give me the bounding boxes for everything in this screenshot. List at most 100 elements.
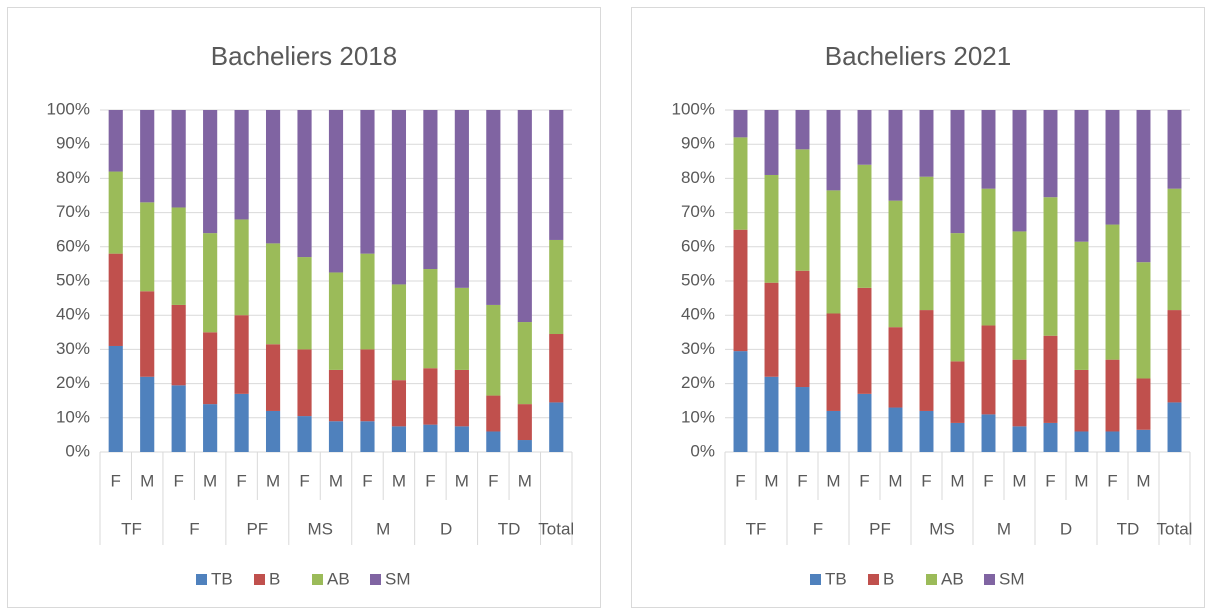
x-tick-label: M (1074, 471, 1088, 490)
bar-segment (171, 207, 186, 305)
bar-segment (888, 200, 903, 328)
legend-swatch (926, 574, 937, 585)
bar-segment (1043, 110, 1058, 198)
bar-segment (234, 110, 249, 220)
bar-segment (1012, 426, 1027, 452)
y-tick-label: 40% (681, 305, 715, 324)
legend-swatch (196, 574, 207, 585)
x-tick-label: M (518, 471, 532, 490)
bar-segment (391, 426, 407, 452)
bar-segment (140, 291, 155, 377)
bar-segment (517, 322, 532, 405)
group-label: M (376, 519, 390, 538)
bar-segment (1105, 359, 1120, 432)
bar-segment (140, 202, 155, 292)
bar-segment (391, 110, 407, 285)
bar-segment (360, 110, 375, 254)
group-label: TF (121, 519, 142, 538)
bar-segment (919, 310, 934, 411)
bar-segment (265, 243, 281, 345)
bar-segment (795, 270, 810, 388)
bar-segment (981, 188, 996, 326)
group-label: F (189, 519, 199, 538)
bar-segment (517, 440, 532, 452)
bar-segment (919, 176, 934, 311)
group-label: MS (308, 519, 334, 538)
bar-segment (108, 171, 123, 254)
group-label: D (1060, 519, 1072, 538)
bar-segment (857, 164, 872, 288)
bar-segment (919, 410, 934, 452)
chart-title: Bacheliers 2021 (825, 41, 1011, 71)
bar-segment (108, 110, 123, 172)
bar-segment (454, 110, 469, 288)
y-tick-label: 30% (56, 339, 90, 358)
bar-segment (454, 426, 469, 452)
bar-segment (360, 253, 375, 350)
y-tick-label: 70% (56, 202, 90, 221)
bar-segment (297, 257, 312, 350)
bar-segment (297, 110, 312, 258)
x-tick-label: F (735, 471, 745, 490)
bar-segment (1167, 188, 1182, 311)
y-tick-label: 20% (681, 373, 715, 392)
bar-segment (171, 110, 186, 208)
legend-swatch (312, 574, 323, 585)
legend-label: AB (941, 569, 964, 588)
legend-swatch (370, 574, 381, 585)
bar-segment (1074, 110, 1089, 242)
bar-segment (981, 110, 996, 189)
bar-segment (486, 431, 501, 452)
bar-segment (265, 110, 281, 244)
x-tick-label: F (299, 471, 309, 490)
group-label: PF (246, 519, 268, 538)
y-tick-label: 50% (681, 270, 715, 289)
legend-label: SM (999, 569, 1025, 588)
x-tick-label: M (140, 471, 154, 490)
bar-segment (517, 110, 532, 323)
bar-segment (733, 351, 748, 452)
y-tick-label: 30% (681, 339, 715, 358)
bar-segment (950, 361, 965, 423)
bar-segment (328, 272, 344, 370)
bar-segment (1167, 310, 1182, 403)
bar-segment (1105, 110, 1120, 225)
bar-segment (1043, 335, 1058, 423)
bar-segment (171, 385, 186, 452)
bar-segment (171, 304, 186, 386)
legend-label: TB (211, 569, 233, 588)
bar-segment (981, 325, 996, 415)
bar-segment (764, 376, 779, 452)
bar-segment (733, 110, 748, 138)
bar-segment (795, 110, 810, 150)
bar-segment (1167, 110, 1182, 189)
y-tick-label: 60% (56, 236, 90, 255)
bar-segment (826, 313, 841, 411)
group-label: D (440, 519, 452, 538)
y-tick-label: 10% (681, 407, 715, 426)
bar-segment (328, 421, 344, 452)
y-tick-label: 10% (56, 407, 90, 426)
x-tick-label: M (888, 471, 902, 490)
legend-label: SM (385, 569, 411, 588)
x-tick-label: F (1045, 471, 1055, 490)
bar-segment (826, 410, 841, 452)
bar-segment (795, 387, 810, 452)
bar-segment (733, 229, 748, 352)
y-tick-label: 0% (690, 441, 715, 460)
y-tick-label: 80% (56, 168, 90, 187)
x-tick-label: F (236, 471, 246, 490)
bar-segment (423, 424, 438, 452)
bar-segment (549, 402, 564, 452)
y-tick-label: 100% (672, 99, 715, 118)
bar-segment (764, 110, 779, 175)
x-tick-label: M (1012, 471, 1026, 490)
bar-segment (950, 110, 965, 234)
bar-segment (140, 110, 155, 203)
bar-segment (857, 110, 872, 165)
legend-label: B (269, 569, 280, 588)
bar-segment (1074, 431, 1089, 452)
bar-segment (950, 233, 965, 362)
bar-segment (203, 332, 218, 405)
bar-segment (108, 345, 123, 452)
